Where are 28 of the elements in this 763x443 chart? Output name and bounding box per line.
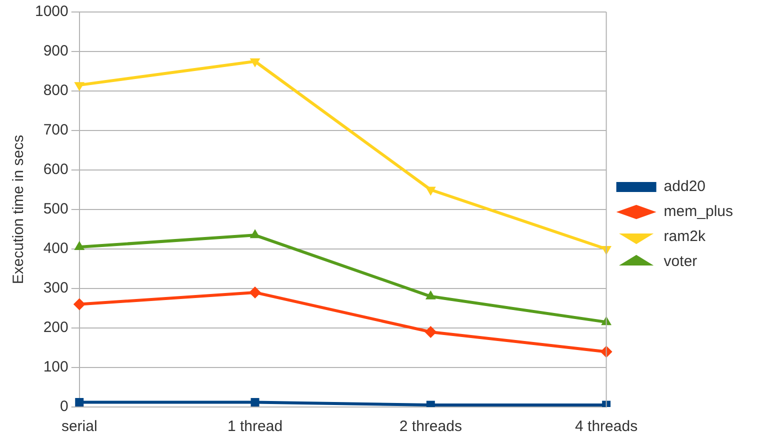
x-tick-label: 4 threads (575, 418, 638, 436)
y-tick-label: 0 (60, 398, 68, 416)
point (425, 186, 436, 196)
legend-label: add20 (664, 178, 706, 196)
point (73, 298, 86, 310)
y-tick-label: 500 (43, 200, 68, 218)
x-tick-label: serial (61, 418, 98, 436)
point (74, 82, 85, 92)
point (250, 398, 260, 407)
legend-label: mem_plus (664, 203, 734, 220)
point (249, 286, 262, 298)
y-tick-label: 200 (43, 319, 68, 336)
y-tick-label: 700 (43, 122, 68, 139)
point (424, 326, 437, 338)
x-tick-label: 2 threads (399, 418, 462, 436)
y-tick-label: 800 (43, 82, 68, 100)
y-tick-label: 900 (43, 42, 68, 60)
y-tick-label: 600 (43, 161, 68, 178)
y-tick-label: 300 (43, 280, 68, 297)
x-tick-label: 1 thread (227, 418, 283, 436)
y-tick-label: 1000 (34, 3, 68, 20)
point (75, 398, 84, 407)
legend-label: voter (664, 253, 698, 270)
point (250, 58, 260, 68)
y-axis-title: Execution time in secs (10, 134, 28, 284)
y-tick-label: 400 (43, 240, 68, 258)
legend-label: ram2k (664, 228, 706, 246)
y-tick-label: 100 (43, 358, 68, 376)
